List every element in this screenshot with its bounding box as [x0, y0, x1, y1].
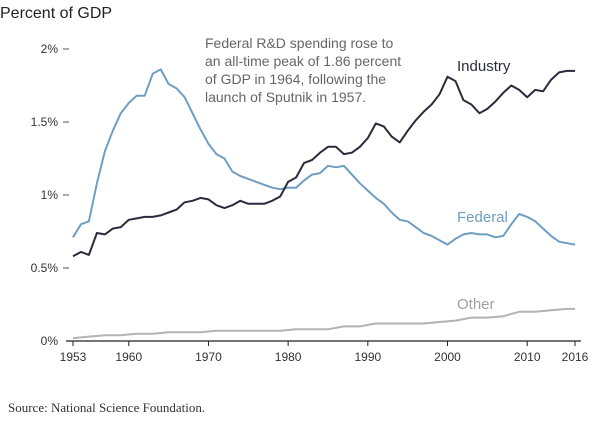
y-tick-label: 0% — [41, 334, 59, 348]
series-lines — [72, 68, 576, 340]
annotation-line: an all-time peak of 1.86 percent — [205, 53, 401, 69]
source-note: Source: National Science Foundation. — [8, 400, 206, 415]
y-tick-label: 1% — [41, 188, 59, 202]
annotation-text: Federal R&D spending rose to an all-time … — [205, 35, 401, 105]
series-line-federal — [72, 68, 576, 246]
y-axis-title: Percent of GDP — [0, 5, 112, 22]
x-tick-label: 2010 — [514, 350, 541, 364]
x-tick-label: 1980 — [275, 350, 302, 364]
y-tick-label: 0.5% — [31, 261, 59, 275]
series-line-other — [72, 307, 575, 340]
y-tick-label: 2% — [41, 42, 59, 56]
x-tick-label: 1970 — [195, 350, 222, 364]
annotation-line: Federal R&D spending rose to — [205, 35, 394, 51]
x-tick-label: 2000 — [434, 350, 461, 364]
series-label-other: Other — [457, 296, 495, 313]
y-axis: 0% 0.5% 1% 1.5% 2% — [31, 42, 581, 348]
x-tick-label: 1990 — [354, 350, 381, 364]
series-line-industry — [72, 69, 575, 258]
x-tick-label: 2016 — [562, 350, 589, 364]
series-label-federal: Federal — [457, 209, 508, 226]
x-tick-label: 1953 — [60, 350, 87, 364]
annotation-line: launch of Sputnik in 1957. — [205, 89, 366, 105]
series-label-industry: Industry — [457, 58, 511, 75]
y-tick-label: 1.5% — [31, 115, 59, 129]
x-axis: 1953 1960 1970 1980 1990 2000 2010 2016 — [60, 341, 589, 364]
annotation-line: of GDP in 1964, following the — [205, 71, 386, 87]
x-tick-label: 1960 — [115, 350, 142, 364]
